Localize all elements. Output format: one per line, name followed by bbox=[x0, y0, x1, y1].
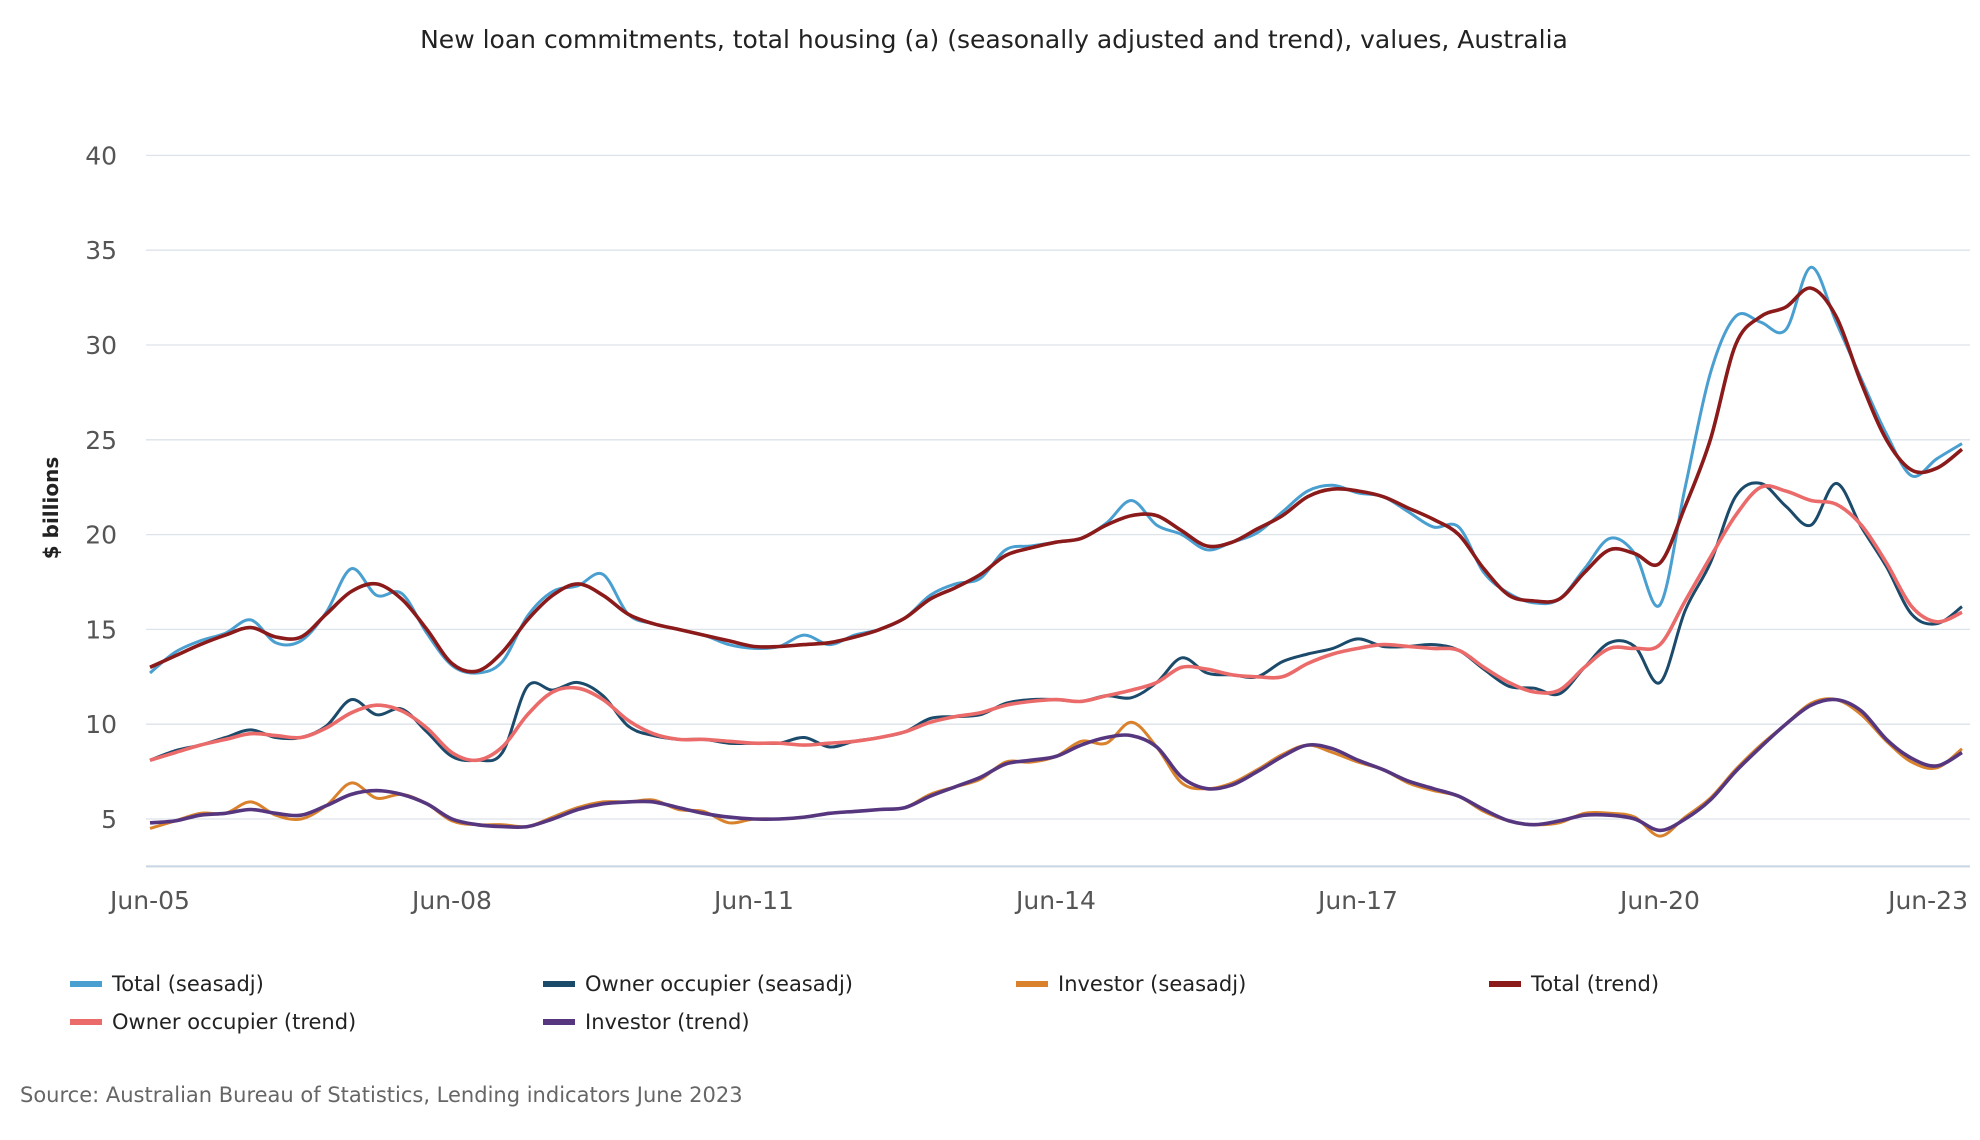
y-tick-label: 20 bbox=[85, 521, 117, 550]
y-tick-label: 25 bbox=[85, 426, 117, 455]
legend-swatch bbox=[543, 1019, 575, 1025]
y-tick-label: 10 bbox=[85, 710, 117, 739]
y-axis-label: $ billions bbox=[39, 457, 63, 560]
y-tick-label: 35 bbox=[85, 236, 117, 265]
legend-label: Investor (seasadj) bbox=[1058, 972, 1247, 996]
x-tick-label: Jun-17 bbox=[1316, 886, 1398, 915]
x-tick-label: Jun-20 bbox=[1618, 886, 1700, 915]
series-line-total-trend bbox=[149, 286, 1964, 674]
y-tick-label: 5 bbox=[101, 805, 117, 834]
legend-item[interactable]: Owner occupier (seasadj) bbox=[543, 972, 853, 996]
x-tick-label: Jun-23 bbox=[1886, 886, 1968, 915]
legend-swatch bbox=[543, 981, 575, 987]
x-tick-label: Jun-05 bbox=[108, 886, 190, 915]
legend-swatch bbox=[1016, 981, 1048, 987]
legend-label: Total (trend) bbox=[1531, 972, 1660, 996]
y-tick-label: 40 bbox=[85, 141, 117, 170]
x-tick-label: Jun-14 bbox=[1014, 886, 1096, 915]
legend-item[interactable]: Owner occupier (trend) bbox=[70, 1010, 356, 1034]
legend-item[interactable]: Investor (seasadj) bbox=[1016, 972, 1246, 996]
legend-item[interactable]: Total (trend) bbox=[1489, 972, 1659, 996]
legend-label: Total (seasadj) bbox=[112, 972, 264, 996]
legend-label: Owner occupier (seasadj) bbox=[585, 972, 853, 996]
legend-item[interactable]: Total (seasadj) bbox=[70, 972, 264, 996]
series-line-investor-trend bbox=[149, 697, 1963, 833]
series-line-total-seasadj bbox=[149, 265, 1963, 675]
chart-title: New loan commitments, total housing (a) … bbox=[420, 25, 1568, 54]
legend-swatch bbox=[1489, 981, 1521, 987]
series-line-owner-occupier-trend bbox=[149, 483, 1963, 763]
y-tick-label: 30 bbox=[85, 331, 117, 360]
legend-label: Owner occupier (trend) bbox=[112, 1010, 357, 1034]
legend-item[interactable]: Investor (trend) bbox=[543, 1010, 750, 1034]
legend-swatch bbox=[70, 981, 102, 987]
legend-swatch bbox=[70, 1019, 102, 1025]
x-tick-label: Jun-08 bbox=[410, 886, 492, 915]
source-note: Source: Australian Bureau of Statistics,… bbox=[20, 1083, 743, 1107]
y-tick-label: 15 bbox=[85, 615, 117, 644]
x-tick-label: Jun-11 bbox=[712, 886, 794, 915]
legend-label: Investor (trend) bbox=[585, 1010, 750, 1034]
